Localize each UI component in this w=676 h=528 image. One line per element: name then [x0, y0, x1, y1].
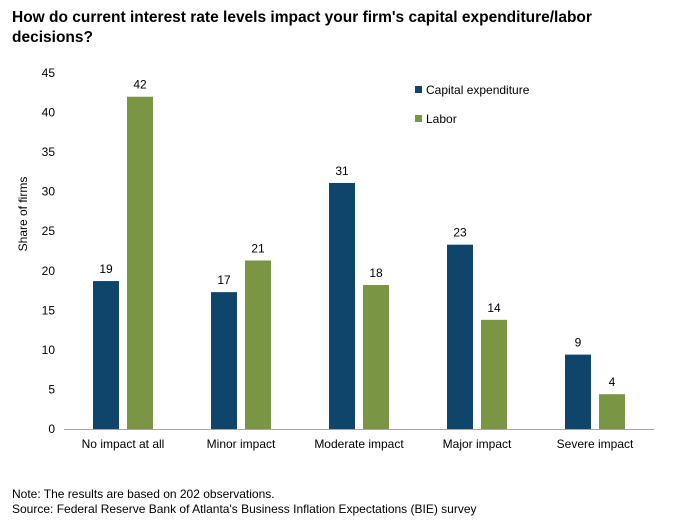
x-tick-label: Moderate impact [314, 437, 404, 451]
y-tick-label: 30 [42, 185, 56, 199]
chart-title: How do current interest rate levels impa… [12, 9, 592, 46]
bar [447, 244, 473, 429]
footnotes: Note: The results are based on 202 obser… [12, 487, 477, 517]
data-label: 42 [133, 78, 147, 92]
legend-swatch [415, 86, 422, 93]
y-tick-label: 40 [42, 106, 56, 120]
bar [127, 96, 153, 429]
y-tick-label: 45 [42, 66, 56, 80]
y-tick-label: 35 [42, 145, 56, 159]
y-tick-label: 0 [48, 422, 55, 436]
y-axis: 0 5 10 15 20 25 30 35 40 45 [42, 66, 56, 436]
bar [211, 292, 237, 429]
legend-swatch [415, 115, 422, 122]
bar [599, 394, 625, 429]
x-tick-label: Severe impact [557, 437, 634, 451]
note-text: Note: The results are based on 202 obser… [12, 487, 275, 501]
y-tick-label: 20 [42, 264, 56, 278]
data-label: 23 [453, 226, 467, 240]
bar [481, 319, 507, 429]
data-label: 9 [575, 336, 582, 350]
source-text: Source: Federal Reserve Bank of Atlanta'… [12, 502, 477, 516]
bar [329, 182, 355, 429]
legend: Capital expenditure Labor [415, 83, 530, 126]
bar [565, 354, 591, 429]
bar-chart: 0 5 10 15 20 25 30 35 40 45 19 42 17 21 31 18 23 14 9 4 No… [16, 66, 654, 451]
data-label: 31 [335, 164, 349, 178]
legend-label: Capital expenditure [426, 83, 530, 97]
y-tick-label: 5 [48, 382, 55, 396]
x-tick-label: Major impact [443, 437, 512, 451]
data-label: 14 [487, 301, 501, 315]
data-label: 18 [369, 266, 383, 280]
bar [245, 260, 271, 429]
data-label: 21 [251, 241, 265, 255]
data-labels: 19 42 17 21 31 18 23 14 9 4 [99, 78, 615, 389]
x-tick-label: Minor impact [207, 437, 276, 451]
bars [93, 96, 625, 429]
x-axis: No impact at all Minor impact Moderate imp… [64, 429, 654, 451]
bar [363, 285, 389, 429]
y-tick-label: 25 [42, 224, 56, 238]
y-axis-title: Share of firms [16, 177, 30, 252]
legend-label: Labor [426, 112, 457, 126]
bar [93, 281, 119, 429]
data-label: 17 [217, 273, 231, 287]
x-tick-label: No impact at all [82, 437, 165, 451]
y-tick-label: 10 [42, 343, 56, 357]
y-tick-label: 15 [42, 303, 56, 317]
data-label: 19 [99, 262, 113, 276]
data-label: 4 [609, 375, 616, 389]
